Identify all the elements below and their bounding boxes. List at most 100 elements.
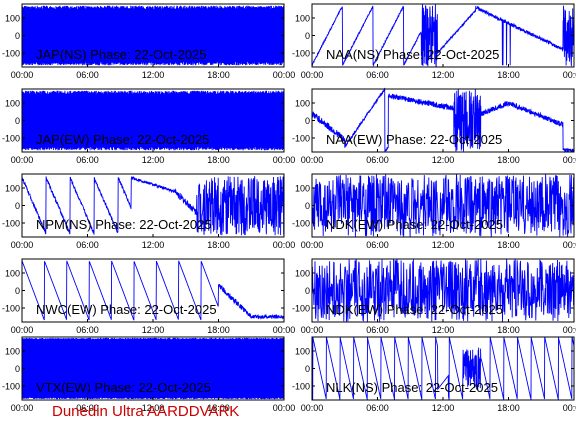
panel-title: NWC(EW) Phase: 22-Oct-2025 [36,302,217,317]
y-tick-label: -100 [292,304,310,314]
panel-title: JAP(NS) Phase: 22-Oct-2025 [36,47,207,62]
x-tick-label: 06:00 [76,240,99,250]
panel-title: NAA(NS) Phase: 22-Oct-2025 [326,47,499,62]
x-tick-label: 06:00 [76,403,99,413]
y-tick-label: 100 [5,14,20,24]
x-tick-label: 00:00 [563,240,576,250]
x-tick-label: 12:00 [432,403,455,413]
phase-series-line [311,4,575,67]
y-tick-label: -100 [292,49,310,59]
y-tick-label: 100 [5,99,20,109]
y-tick-label: 0 [305,31,310,41]
x-tick-label: 00:00 [301,403,324,413]
phase-series-line [311,174,575,237]
x-tick-label: 00:00 [273,325,296,335]
x-tick-label: 12:00 [432,325,455,335]
x-tick-label: 12:00 [142,155,165,165]
x-tick-label: 12:00 [142,325,165,335]
x-tick-label: 06:00 [76,70,99,80]
y-tick-label: 0 [15,31,20,41]
x-tick-label: 00:00 [563,403,576,413]
y-tick-label: 0 [15,286,20,296]
y-tick-label: 100 [295,347,310,357]
y-tick-label: 100 [5,184,20,194]
y-tick-label: -100 [2,304,20,314]
y-tick-label: 100 [295,269,310,279]
panel-title: NDK(EW) Phase: 22-Oct-2025 [326,302,503,317]
x-tick-label: 06:00 [366,240,389,250]
x-tick-label: 00:00 [11,70,34,80]
x-tick-label: 00:00 [273,155,296,165]
panel-title: JAP(EW) Phase: 22-Oct-2025 [36,132,209,147]
y-tick-label: -100 [292,382,310,392]
y-tick-label: 0 [305,364,310,374]
x-tick-label: 00:00 [11,403,34,413]
x-tick-label: 18:00 [497,240,520,250]
x-tick-label: 06:00 [366,325,389,335]
x-tick-label: 12:00 [142,403,165,413]
x-tick-label: 12:00 [432,70,455,80]
y-tick-label: 0 [15,116,20,126]
y-tick-label: 100 [295,184,310,194]
x-tick-label: 18:00 [207,325,230,335]
y-tick-label: 0 [305,286,310,296]
x-tick-label: 00:00 [11,325,34,335]
x-tick-label: 18:00 [497,70,520,80]
y-tick-label: -100 [292,219,310,229]
phase-panel: 1000-10000:0006:0012:0018:0000:00NAA(EW)… [292,87,576,165]
phase-series-line [311,336,575,400]
y-tick-label: -100 [2,382,20,392]
y-tick-label: 100 [295,99,310,109]
x-tick-label: 00:00 [301,325,324,335]
panel-title: NDK(EW) Phase: 22-Oct-2025 [326,217,503,232]
x-tick-label: 12:00 [432,240,455,250]
x-tick-label: 00:00 [273,403,296,413]
x-tick-label: 00:00 [273,240,296,250]
x-tick-label: 06:00 [76,325,99,335]
panel-title: NPM(NS) Phase: 22-Oct-2025 [36,217,212,232]
x-tick-label: 06:00 [366,403,389,413]
x-tick-label: 00:00 [11,240,34,250]
x-tick-label: 18:00 [497,155,520,165]
y-tick-label: -100 [2,134,20,144]
x-tick-label: 18:00 [497,403,520,413]
phase-series-line [21,176,285,236]
y-tick-label: 0 [15,364,20,374]
panel-title: VTX(EW) Phase: 22-Oct-2025 [36,380,211,395]
phase-series-line [21,260,285,321]
x-tick-label: 12:00 [142,240,165,250]
x-tick-label: 18:00 [207,403,230,413]
phase-series-line [311,258,575,322]
y-tick-label: -100 [2,219,20,229]
x-tick-label: 06:00 [366,155,389,165]
x-tick-label: 00:00 [563,155,576,165]
x-tick-label: 12:00 [432,155,455,165]
footer-caption: Dunedin Ultra AARDDVARK [52,403,240,420]
x-tick-label: 00:00 [301,240,324,250]
phase-panel: 1000-10000:0006:0012:0018:0000:00NDK(EW)… [292,173,576,250]
y-tick-label: 100 [295,14,310,24]
x-tick-label: 18:00 [207,70,230,80]
phase-panel: 1000-10000:0006:0012:0018:0000:00NLK(NS)… [292,336,576,413]
x-tick-label: 18:00 [207,240,230,250]
x-tick-label: 00:00 [11,155,34,165]
phase-series-line [311,87,575,153]
x-tick-label: 00:00 [563,325,576,335]
x-tick-label: 00:00 [301,155,324,165]
y-tick-label: 0 [305,201,310,211]
x-tick-label: 06:00 [76,155,99,165]
y-tick-label: 100 [5,347,20,357]
x-tick-label: 06:00 [366,70,389,80]
phase-panel: 1000-10000:0006:0012:0018:0000:00NAA(NS)… [292,3,576,80]
x-tick-label: 00:00 [273,70,296,80]
panel-title: NLK(NS) Phase: 22-Oct-2025 [326,380,498,395]
x-tick-label: 18:00 [207,155,230,165]
x-tick-label: 12:00 [142,70,165,80]
